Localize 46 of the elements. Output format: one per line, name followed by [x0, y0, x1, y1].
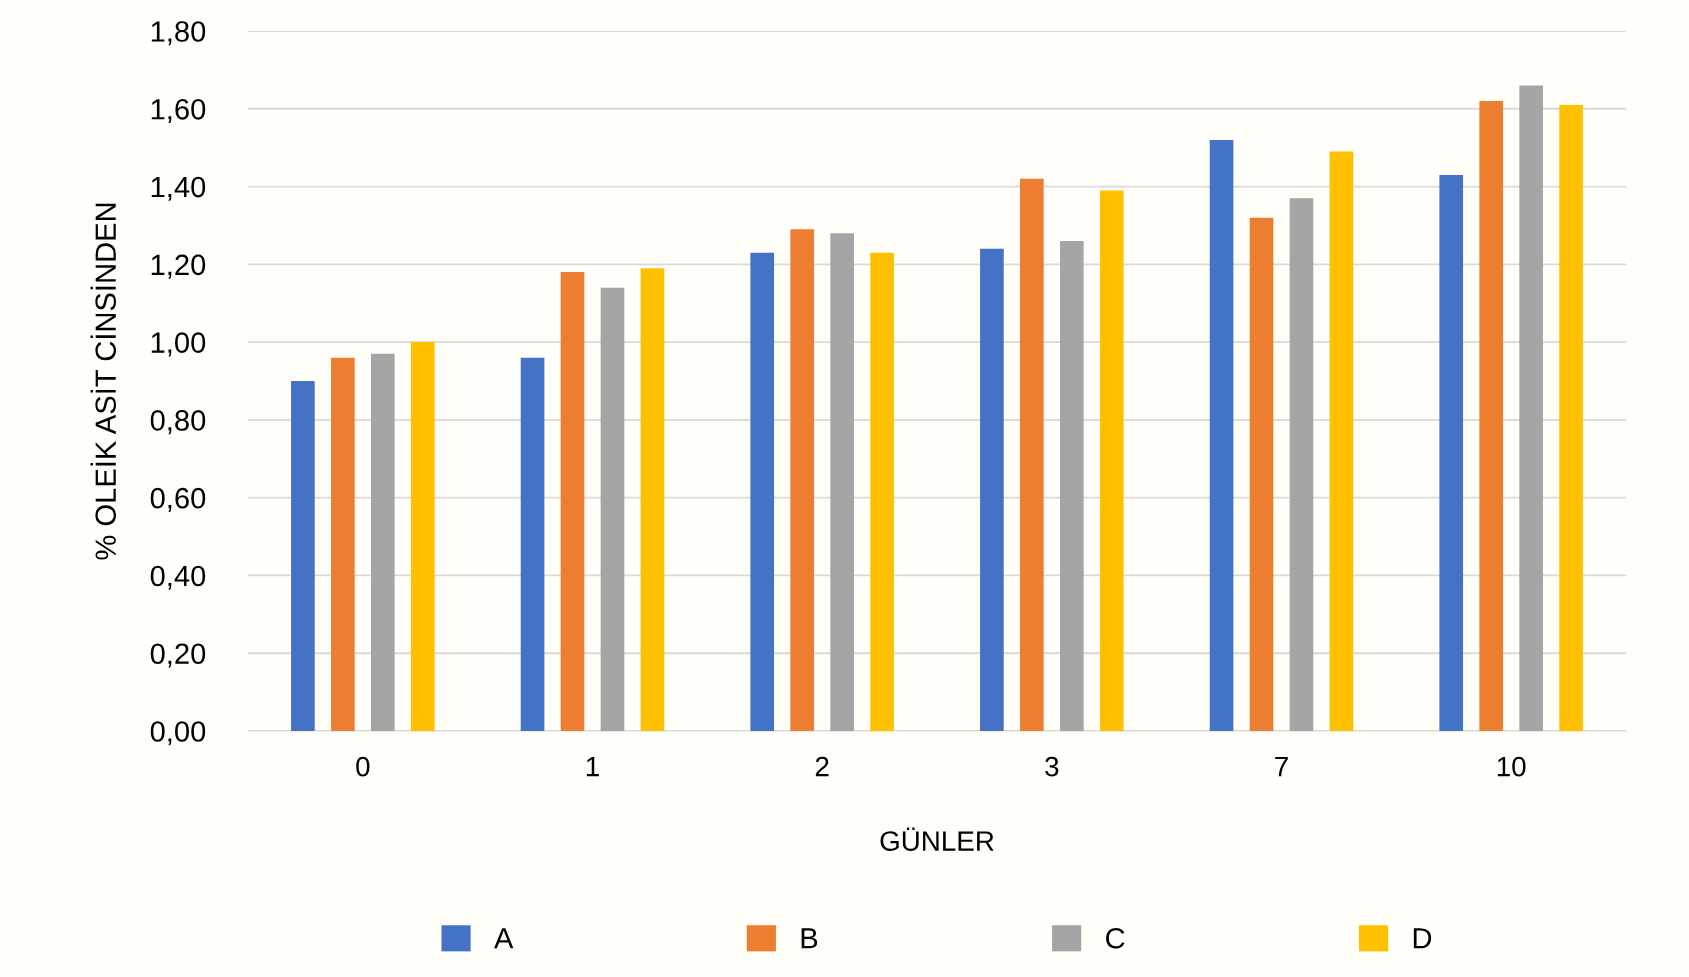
- y-tick-label: 0,20: [150, 643, 206, 668]
- bar: [640, 268, 665, 731]
- bar: [1559, 104, 1583, 731]
- bar: [870, 252, 894, 731]
- y-tick-label: 0,40: [150, 565, 206, 590]
- bar: [600, 287, 625, 731]
- bar: [1249, 217, 1274, 731]
- bar: [410, 342, 435, 731]
- x-tick-label: 10: [1497, 756, 1526, 777]
- y-tick-label: 0,80: [150, 410, 206, 435]
- legend-label: B: [801, 928, 818, 949]
- bar: [1519, 85, 1543, 731]
- bar: [1020, 178, 1044, 731]
- x-tick-label: 1: [586, 757, 599, 777]
- y-tick-label: 1,80: [151, 21, 206, 46]
- y-tick-label: 0,60: [150, 487, 206, 512]
- bar: [790, 229, 815, 731]
- x-tick-label: 2: [815, 756, 829, 777]
- bar: [750, 252, 775, 731]
- bar: [291, 381, 315, 731]
- bar: [1289, 198, 1314, 731]
- legend-label: C: [1106, 927, 1125, 949]
- y-tick-label: 0,00: [150, 721, 206, 746]
- bar: [1329, 151, 1354, 731]
- x-axis-title: GÜNLER: [880, 827, 994, 851]
- x-tick-label: 7: [1275, 757, 1288, 777]
- bar: [560, 272, 585, 731]
- bar: [331, 357, 355, 731]
- legend-label: A: [494, 928, 514, 949]
- bar: [370, 353, 395, 731]
- y-tick-label: 1,40: [151, 176, 206, 201]
- bar: [1479, 101, 1504, 731]
- bar: [1209, 139, 1234, 731]
- bar: [980, 248, 1004, 731]
- bar: [1439, 174, 1464, 731]
- y-tick-label: 1,60: [151, 98, 206, 124]
- bar: [1099, 190, 1124, 731]
- x-tick-label: 3: [1045, 756, 1059, 777]
- y-tick-label: 1,20: [151, 254, 206, 279]
- y-axis-title: % OLEİK ASİT CİNSİNDEN: [90, 203, 117, 560]
- x-tick-label: 0: [356, 756, 370, 777]
- bar: [1059, 241, 1084, 731]
- bar: [830, 233, 854, 731]
- legend-label: D: [1413, 928, 1432, 949]
- y-tick-label: 1,00: [151, 332, 206, 357]
- bar: [520, 357, 545, 731]
